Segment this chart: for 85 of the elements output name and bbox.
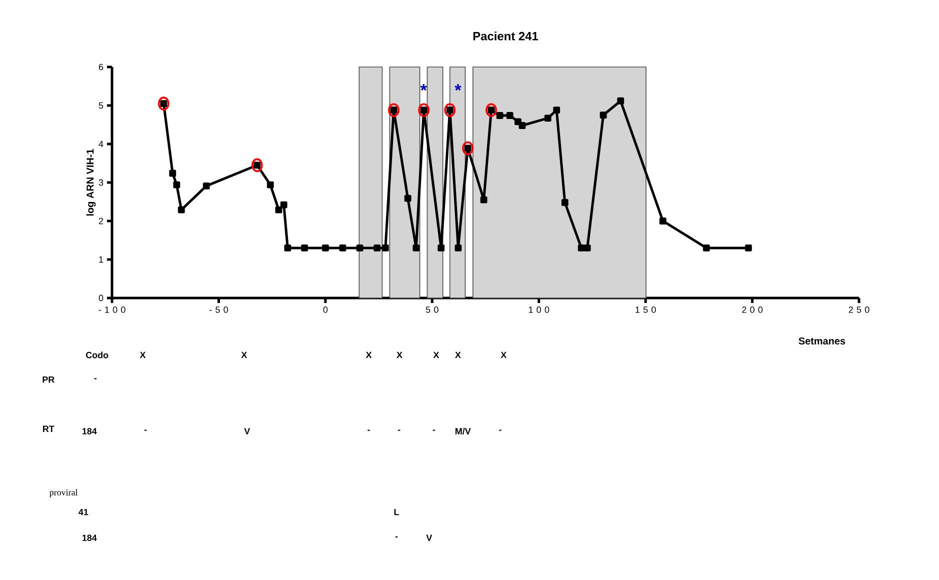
text: X <box>396 352 402 358</box>
point <box>496 112 504 119</box>
y-axis-title: log ARN VIH-1 <box>86 149 96 216</box>
text: - <box>395 536 398 538</box>
text: RT <box>43 426 54 432</box>
text: 184 <box>82 428 97 434</box>
text: 184 <box>82 534 97 542</box>
x-tick-label: - 1 0 0 <box>98 306 126 313</box>
point <box>339 244 346 252</box>
x-tick-label: 2 0 0 <box>742 306 763 313</box>
x-tick-label: 1 0 0 <box>528 306 550 313</box>
point <box>659 218 666 224</box>
text: X <box>500 352 507 358</box>
point <box>251 158 263 172</box>
x-tick-label: - 5 0 <box>210 306 228 313</box>
point <box>480 196 488 204</box>
point <box>617 97 624 104</box>
x-tick-label: 0 <box>323 306 328 313</box>
x-tick-label: 1 5 0 <box>636 306 656 313</box>
point <box>280 201 288 208</box>
y-tick-label: 4 <box>98 140 104 148</box>
text: V <box>426 534 432 541</box>
y-tick-label: 5 <box>98 102 104 109</box>
point <box>301 244 308 252</box>
point <box>169 170 176 177</box>
x-axis-title: Setmanes <box>798 337 846 345</box>
text: - <box>144 430 147 431</box>
point <box>158 96 170 110</box>
point <box>462 141 474 156</box>
point <box>506 112 514 119</box>
text: PR <box>42 376 54 383</box>
y-tick-label: 0 <box>98 294 104 302</box>
point <box>266 181 274 188</box>
annotation: * <box>420 84 427 91</box>
point <box>173 181 180 188</box>
point <box>553 106 560 114</box>
point <box>578 244 585 252</box>
point <box>444 103 456 118</box>
point <box>561 199 568 206</box>
text: X <box>366 352 372 358</box>
point <box>486 103 497 118</box>
point <box>404 194 412 202</box>
text: - <box>432 430 435 431</box>
point <box>418 103 430 118</box>
text: 41 <box>78 508 88 516</box>
point <box>178 206 185 214</box>
point <box>544 114 552 122</box>
text: L <box>394 508 399 516</box>
y-tick-label: 3 <box>98 179 104 186</box>
y-tick-label: 6 <box>98 64 104 70</box>
point <box>518 122 526 129</box>
y-tick-label: 1 <box>99 256 104 263</box>
point <box>374 244 381 252</box>
point <box>438 244 445 252</box>
point <box>275 206 282 214</box>
point <box>322 244 329 252</box>
x-tick-label: 5 0 <box>426 306 438 313</box>
point <box>412 244 420 252</box>
text: V <box>244 428 250 434</box>
text: proviral <box>50 489 78 498</box>
point <box>388 103 400 118</box>
text: X <box>140 352 146 358</box>
text: M/V <box>456 428 471 435</box>
y-tick-label: 2 <box>98 218 104 224</box>
text: - <box>499 430 502 431</box>
point <box>454 244 462 252</box>
annotation: * <box>454 84 462 91</box>
point <box>356 244 364 252</box>
point <box>584 244 591 252</box>
text: X <box>455 352 461 358</box>
point <box>600 112 607 119</box>
point <box>514 118 522 126</box>
text: X <box>433 352 440 358</box>
text: Codo <box>86 352 108 358</box>
text: - <box>398 430 400 431</box>
x-tick-label: 2 5 0 <box>848 306 870 313</box>
point <box>745 244 752 252</box>
point <box>382 244 389 252</box>
text: - <box>94 378 96 380</box>
text: X <box>241 352 248 358</box>
point <box>202 182 210 190</box>
point <box>284 244 292 252</box>
point <box>702 244 710 252</box>
text: - <box>368 430 370 431</box>
chart-title: Pacient 241 <box>473 32 538 40</box>
